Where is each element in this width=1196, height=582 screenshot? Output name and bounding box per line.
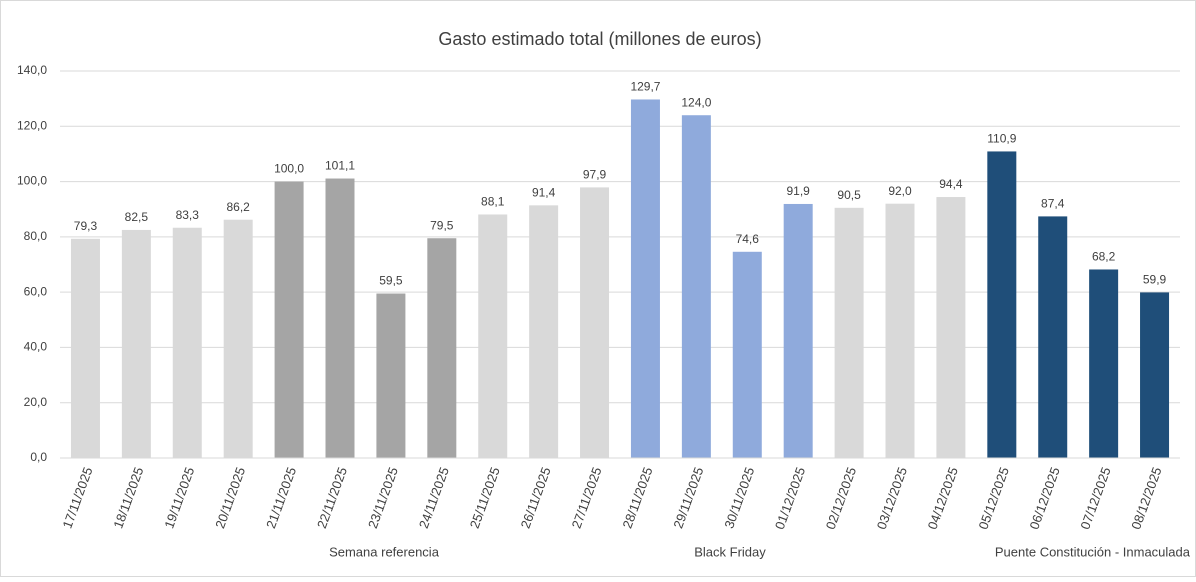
bar (732, 251, 762, 458)
data-label: 124,0 (681, 95, 711, 109)
y-tick-label: 0,0 (30, 450, 47, 464)
bar (834, 207, 864, 458)
data-label: 88,1 (481, 195, 505, 209)
data-label: 91,9 (787, 184, 811, 198)
y-tick-label: 40,0 (24, 340, 48, 354)
y-tick-label: 60,0 (24, 284, 48, 298)
bar (987, 151, 1017, 458)
y-tick-label: 80,0 (24, 229, 48, 243)
data-label: 91,4 (532, 186, 556, 200)
data-label: 86,2 (227, 200, 251, 214)
data-label: 129,7 (630, 80, 660, 94)
data-label: 79,5 (430, 218, 454, 232)
bar (630, 99, 660, 459)
group-label: Black Friday (694, 544, 766, 559)
bar (681, 115, 711, 458)
data-label: 101,1 (325, 159, 355, 173)
data-label: 87,4 (1041, 197, 1065, 211)
data-label: 82,5 (125, 210, 149, 224)
data-label: 59,9 (1143, 273, 1167, 287)
bar (1140, 292, 1170, 458)
bar (70, 238, 100, 458)
bar (121, 229, 151, 458)
bar (376, 293, 406, 458)
bar (885, 203, 915, 458)
data-label: 74,6 (736, 232, 760, 246)
group-label: Puente Constitución - Inmaculada (995, 544, 1191, 559)
bar (274, 181, 304, 459)
bar (172, 227, 202, 458)
data-label: 59,5 (379, 274, 403, 288)
bar (427, 238, 457, 458)
bar (325, 178, 355, 459)
bar (1089, 269, 1119, 458)
data-label: 90,5 (837, 188, 861, 202)
y-tick-label: 120,0 (17, 118, 47, 132)
data-label: 79,3 (74, 219, 98, 233)
chart-title: Gasto estimado total (millones de euros) (438, 29, 761, 49)
bar (223, 219, 253, 458)
y-tick-label: 140,0 (17, 63, 47, 77)
bar (783, 203, 813, 458)
data-label: 68,2 (1092, 250, 1116, 264)
bar (1038, 216, 1068, 458)
bar (936, 197, 966, 458)
data-label: 110,9 (987, 132, 1016, 146)
data-label: 100,0 (274, 162, 304, 176)
data-label: 83,3 (176, 208, 200, 222)
bar (478, 214, 508, 458)
data-label: 92,0 (888, 184, 912, 198)
bar (580, 187, 610, 458)
bar (529, 205, 559, 458)
group-label: Semana referencia (329, 544, 440, 559)
y-tick-label: 100,0 (17, 174, 47, 188)
y-tick-label: 20,0 (24, 395, 48, 409)
data-label: 97,9 (583, 168, 607, 182)
data-label: 94,4 (939, 177, 963, 191)
